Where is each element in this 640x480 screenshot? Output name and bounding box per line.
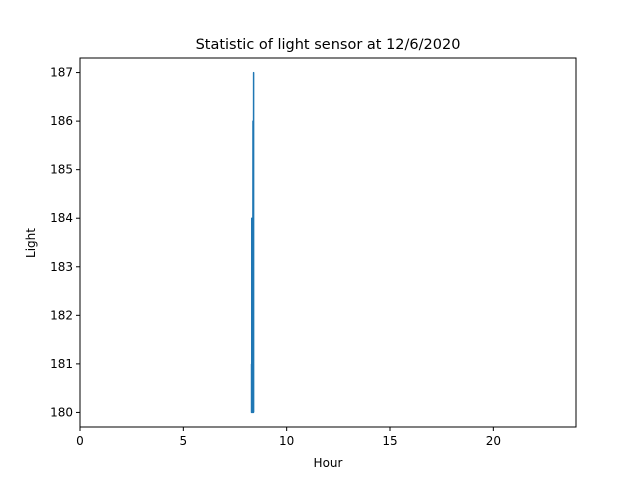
plot-area <box>80 58 576 427</box>
y-tick-label: 184 <box>50 211 73 225</box>
y-tick-label: 186 <box>50 114 73 128</box>
x-tick-label: 15 <box>382 434 397 448</box>
x-axis-label: Hour <box>314 456 343 470</box>
chart-title: Statistic of light sensor at 12/6/2020 <box>196 37 461 53</box>
y-axis-label: Light <box>24 228 38 258</box>
y-axis-ticks: 180 181 182 183 184 185 186 187 <box>50 66 80 419</box>
y-tick-label: 187 <box>50 66 73 80</box>
y-tick-label: 181 <box>50 357 73 371</box>
y-tick-label: 183 <box>50 260 73 274</box>
x-tick-label: 5 <box>180 434 188 448</box>
x-tick-label: 10 <box>279 434 294 448</box>
x-tick-label: 0 <box>76 434 84 448</box>
series-layer <box>250 71 255 414</box>
x-axis-ticks: 0 5 10 15 20 <box>76 427 501 448</box>
plot-frame <box>79 57 577 428</box>
x-tick-label: 20 <box>486 434 501 448</box>
y-tick-label: 182 <box>50 308 73 322</box>
y-tick-label: 180 <box>50 405 73 419</box>
series-line <box>250 71 255 414</box>
y-tick-label: 185 <box>50 163 73 177</box>
